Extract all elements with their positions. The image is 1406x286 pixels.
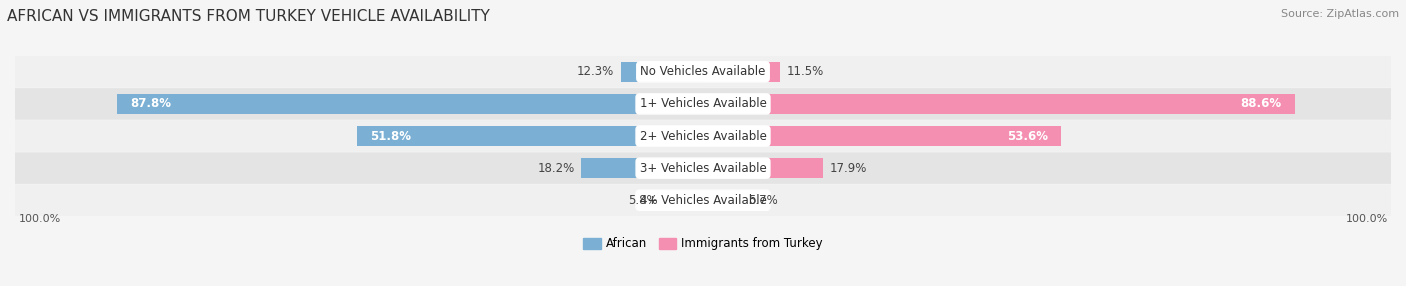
- FancyBboxPatch shape: [15, 184, 1391, 216]
- Text: 1+ Vehicles Available: 1+ Vehicles Available: [640, 98, 766, 110]
- Bar: [621, 62, 703, 82]
- Text: AFRICAN VS IMMIGRANTS FROM TURKEY VEHICLE AVAILABILITY: AFRICAN VS IMMIGRANTS FROM TURKEY VEHICL…: [7, 9, 489, 23]
- Text: 18.2%: 18.2%: [537, 162, 575, 175]
- Text: 4+ Vehicles Available: 4+ Vehicles Available: [640, 194, 766, 207]
- Text: 87.8%: 87.8%: [129, 98, 172, 110]
- Bar: [664, 190, 703, 210]
- Bar: [582, 158, 703, 178]
- Bar: [703, 94, 1295, 114]
- Text: Source: ZipAtlas.com: Source: ZipAtlas.com: [1281, 9, 1399, 19]
- Text: 17.9%: 17.9%: [830, 162, 866, 175]
- Bar: [117, 94, 703, 114]
- Text: 5.8%: 5.8%: [628, 194, 658, 207]
- Text: 100.0%: 100.0%: [1346, 214, 1388, 224]
- FancyBboxPatch shape: [15, 152, 1391, 184]
- Text: 11.5%: 11.5%: [786, 65, 824, 78]
- Text: 12.3%: 12.3%: [576, 65, 614, 78]
- Bar: [357, 126, 703, 146]
- Text: 5.7%: 5.7%: [748, 194, 778, 207]
- Text: No Vehicles Available: No Vehicles Available: [640, 65, 766, 78]
- FancyBboxPatch shape: [15, 56, 1391, 88]
- Bar: [703, 158, 823, 178]
- Text: 3+ Vehicles Available: 3+ Vehicles Available: [640, 162, 766, 175]
- Text: 88.6%: 88.6%: [1240, 98, 1281, 110]
- FancyBboxPatch shape: [15, 120, 1391, 152]
- Text: 100.0%: 100.0%: [18, 214, 60, 224]
- Text: 53.6%: 53.6%: [1007, 130, 1047, 142]
- Bar: [703, 190, 741, 210]
- Text: 2+ Vehicles Available: 2+ Vehicles Available: [640, 130, 766, 142]
- Text: 51.8%: 51.8%: [370, 130, 412, 142]
- FancyBboxPatch shape: [15, 88, 1391, 120]
- Bar: [703, 126, 1062, 146]
- Legend: African, Immigrants from Turkey: African, Immigrants from Turkey: [578, 233, 828, 255]
- Bar: [703, 62, 780, 82]
